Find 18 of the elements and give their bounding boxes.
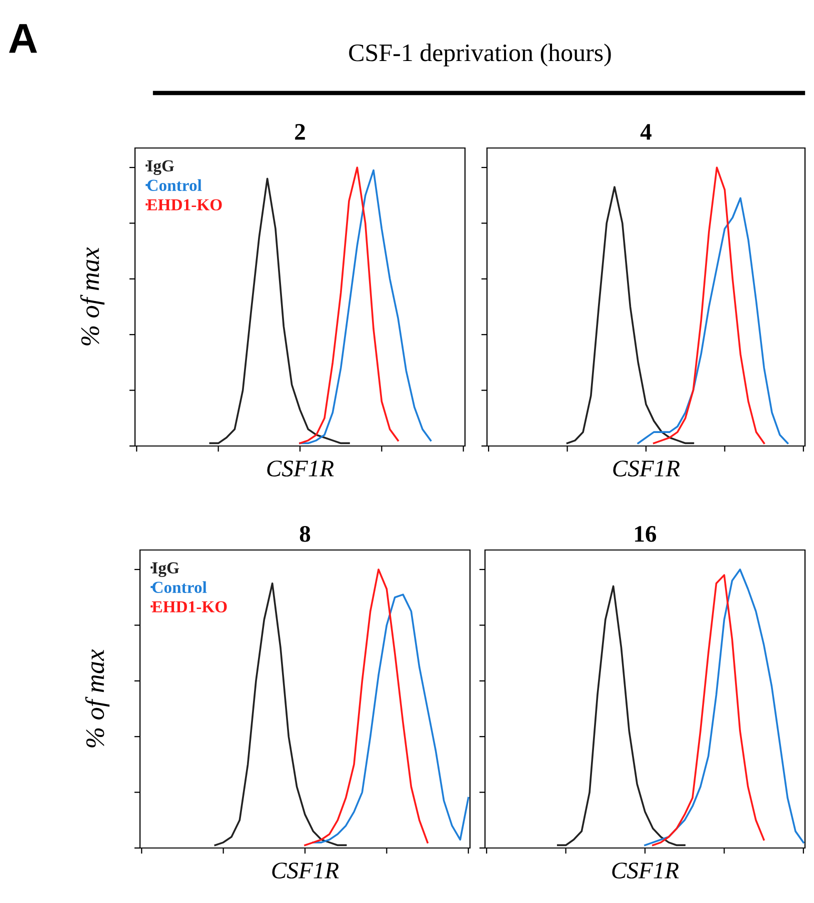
legend-label: Control [152, 581, 207, 594]
text: CSF-1 deprivation (hours) [349, 44, 611, 66]
y-axis-title: % of max [85, 649, 110, 748]
chart-title: 8 [300, 526, 310, 542]
x-axis-title: CSF1R [613, 460, 680, 477]
legend-label: Control [147, 179, 202, 192]
legend-label: EHD1-KO [146, 199, 222, 210]
y-axis-title: % of max [80, 247, 104, 346]
x-axis-title: CSF1R [267, 460, 334, 477]
text: A [9, 24, 37, 53]
legend-label: EHD1-KO [152, 601, 227, 612]
x-axis-title: CSF1R [612, 862, 679, 879]
chart-title: 4 [640, 124, 652, 140]
chart-title: 2 [295, 124, 305, 140]
legend-label: IgG [152, 562, 179, 578]
chart-title: 16 [635, 526, 656, 542]
legend-label: IgG [147, 160, 174, 176]
x-axis-title: CSF1R [272, 862, 339, 879]
